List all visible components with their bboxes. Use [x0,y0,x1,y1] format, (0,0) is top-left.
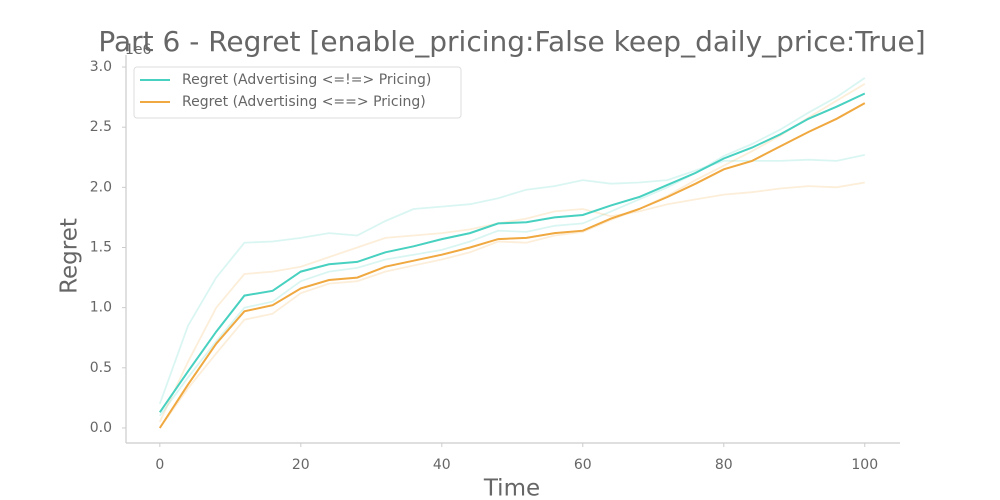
y-tick-label: 0.0 [90,420,112,436]
faint-line [158,154,865,405]
y-axis-label: Regret [57,218,83,294]
legend-label: Regret (Advertising <=!=> Pricing) [182,72,431,88]
y-tick-label: 3.0 [90,59,112,75]
faint-line [159,77,866,417]
x-tick-label: 40 [433,457,451,473]
x-tick-label: 60 [574,457,592,473]
x-tick-label: 0 [155,457,164,473]
line [158,102,866,429]
legend-box [133,66,462,119]
y-tick-label: 1.5 [90,239,112,255]
x-tick-label: 20 [292,457,310,473]
x-axis-label: Time [483,476,540,500]
y-tick-label: 0.5 [90,360,112,376]
y-offset-label: 1e6 [125,42,152,58]
faint-line [159,83,866,429]
x-tick-label: 100 [851,457,878,473]
x-tick-label: 80 [715,457,733,473]
legend-label: Regret (Advertising <==> Pricing) [182,94,426,110]
line [158,92,866,413]
faint-line [158,181,865,423]
y-tick-label: 2.5 [90,119,112,135]
y-tick-label: 2.0 [90,179,112,195]
y-tick-label: 1.0 [90,300,112,316]
legend: Regret (Advertising <=!=> Pricing) Regret… [133,66,462,119]
chart-title: Part 6 - Regret [enable_pricing:False ke… [98,25,925,58]
